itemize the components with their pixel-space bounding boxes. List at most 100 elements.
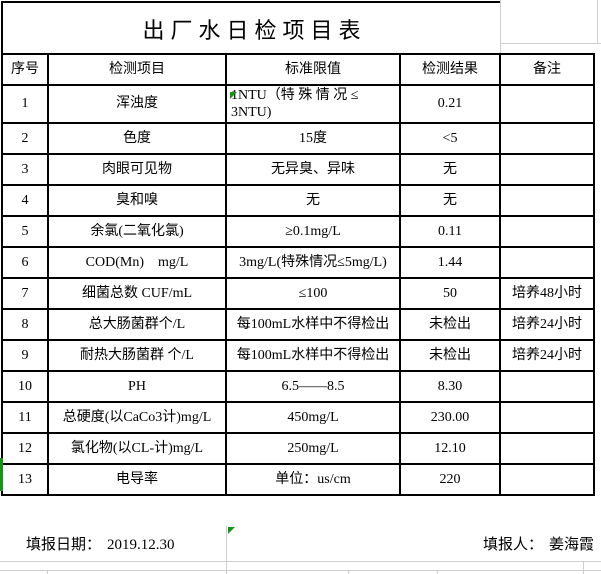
cell-item[interactable]: 余氯(二氧化氯) [47,215,227,248]
cell-result[interactable]: 12.10 [399,432,501,465]
cell-item[interactable]: 总大肠菌群个/L [47,308,227,341]
comment-indicator-icon [228,527,235,534]
cell-no[interactable]: 1 [1,84,49,124]
cell-no[interactable]: 4 [1,184,49,217]
report-date-value: 2019.12.30 [107,537,175,553]
cell-item[interactable]: 肉眼可见物 [47,153,227,186]
table-row: 10 PH 6.5——8.5 8.30 [1,370,595,403]
cell-result[interactable]: 220 [399,463,501,496]
cell-no[interactable]: 6 [1,246,49,279]
cell-no[interactable]: 9 [1,339,49,372]
cell-limit[interactable]: 每100mL水样中不得检出 [225,308,401,341]
gridline [583,561,584,574]
cell-note[interactable] [499,84,595,124]
cell-item[interactable]: 氯化物(以CL-计)mg/L [47,432,227,465]
cell-note[interactable] [499,215,595,248]
cell-item[interactable]: PH [47,370,227,403]
cell-result[interactable]: 未检出 [399,339,501,372]
table-row: 8 总大肠菌群个/L 每100mL水样中不得检出 未检出 培养24小时 [1,308,595,341]
title-cell[interactable]: 出厂水日检项目表 [1,1,500,55]
cell-result[interactable]: 50 [399,277,501,310]
table-row: 1 浑浊度 1NTU（特 殊 情 况 ≤ 3NTU) 0.21 [1,84,595,124]
cell-limit[interactable]: 单位：us/cm [225,463,401,496]
cell-no[interactable]: 5 [1,215,49,248]
cell-limit[interactable]: 3mg/L(特殊情况≤5mg/L) [225,246,401,279]
cell-item[interactable]: 总硬度(以CaCo3计)mg/L [47,401,227,434]
cell-note[interactable] [499,122,595,155]
cell-result[interactable]: 无 [399,184,501,217]
page-title: 出厂水日检项目表 [142,18,367,43]
report-date[interactable]: 填报日期： 2019.12.30 [1,533,175,554]
cell-limit[interactable]: ≤100 [225,277,401,310]
cell-result[interactable]: 未检出 [399,308,501,341]
cell-result[interactable]: 0.11 [399,215,501,248]
cell-no[interactable]: 10 [1,370,49,403]
reporter-label: 填报人： [482,537,543,553]
cell-item[interactable]: 浑浊度 [47,84,227,124]
cell-no[interactable]: 7 [1,277,49,310]
cell-no[interactable]: 3 [1,153,49,186]
comment-indicator-icon [230,92,237,99]
cell-result[interactable]: 1.44 [399,246,501,279]
col-header-limit[interactable]: 标准限值 [225,53,401,86]
cell-result[interactable]: 0.21 [399,84,501,124]
gridline [0,570,601,571]
cell-note[interactable] [499,401,595,434]
cell-result[interactable]: 8.30 [399,370,501,403]
cell-result[interactable]: <5 [399,122,501,155]
cell-no[interactable]: 12 [1,432,49,465]
cell-item[interactable]: 耐热大肠菌群 个/L [47,339,227,372]
cell-no[interactable]: 2 [1,122,49,155]
cell-item[interactable]: 电导率 [47,463,227,496]
cell-note[interactable] [499,184,595,217]
cell-limit[interactable]: 1NTU（特 殊 情 况 ≤ 3NTU) [225,84,401,124]
reporter[interactable]: 填报人： 姜海霞 [483,533,597,554]
report-date-label: 填报日期： [26,537,102,553]
cell-no[interactable]: 8 [1,308,49,341]
table-row: 12 氯化物(以CL-计)mg/L 250mg/L 12.10 [1,432,595,465]
cell-item[interactable]: COD(Mn) mg/L [47,246,227,279]
cell-limit[interactable]: 6.5——8.5 [225,370,401,403]
gridline [47,570,48,574]
table-row: 6 COD(Mn) mg/L 3mg/L(特殊情况≤5mg/L) 1.44 [1,246,595,279]
cell-item[interactable]: 色度 [47,122,227,155]
gridline [0,561,601,562]
cell-no[interactable]: 11 [1,401,49,434]
cell-note[interactable] [499,246,595,279]
table-row: 2 色度 15度 <5 [1,122,595,155]
col-header-result[interactable]: 检测结果 [399,53,501,86]
cell-limit[interactable]: ≥0.1mg/L [225,215,401,248]
cell-limit[interactable]: 每100mL水样中不得检出 [225,339,401,372]
cell-limit[interactable]: 无 [225,184,401,217]
gridline [226,526,227,574]
cell-note[interactable] [499,370,595,403]
cell-item[interactable]: 臭和嗅 [47,184,227,217]
gridline [348,570,349,574]
cell-result[interactable]: 无 [399,153,501,186]
col-header-no[interactable]: 序号 [1,53,49,86]
cell-note[interactable] [499,463,595,496]
table-row: 13 电导率 单位：us/cm 220 [1,463,595,496]
cell-note[interactable]: 培养24小时 [499,308,595,341]
gridline [500,43,601,44]
cell-limit[interactable]: 15度 [225,122,401,155]
table-row: 3 肉眼可见物 无异臭、异味 无 [1,153,595,186]
cell-result[interactable]: 230.00 [399,401,501,434]
col-header-note[interactable]: 备注 [499,53,595,86]
table-row: 5 余氯(二氧化氯) ≥0.1mg/L 0.11 [1,215,595,248]
cell-item[interactable]: 细菌总数 CUF/mL [47,277,227,310]
table-row: 11 总硬度(以CaCo3计)mg/L 450mg/L 230.00 [1,401,595,434]
cell-note[interactable] [499,153,595,186]
cell-limit[interactable]: 450mg/L [225,401,401,434]
cell-note[interactable]: 培养48小时 [499,277,595,310]
footer-row: 填报日期： 2019.12.30 填报人： 姜海霞 [1,526,597,561]
cell-note[interactable] [499,432,595,465]
gridline [500,0,501,54]
cell-limit[interactable]: 250mg/L [225,432,401,465]
col-header-item[interactable]: 检测项目 [47,53,227,86]
cell-note[interactable]: 培养24小时 [499,339,595,372]
cell-limit[interactable]: 无异臭、异味 [225,153,401,186]
gridline [437,570,438,574]
cell-no[interactable]: 13 [1,463,49,496]
